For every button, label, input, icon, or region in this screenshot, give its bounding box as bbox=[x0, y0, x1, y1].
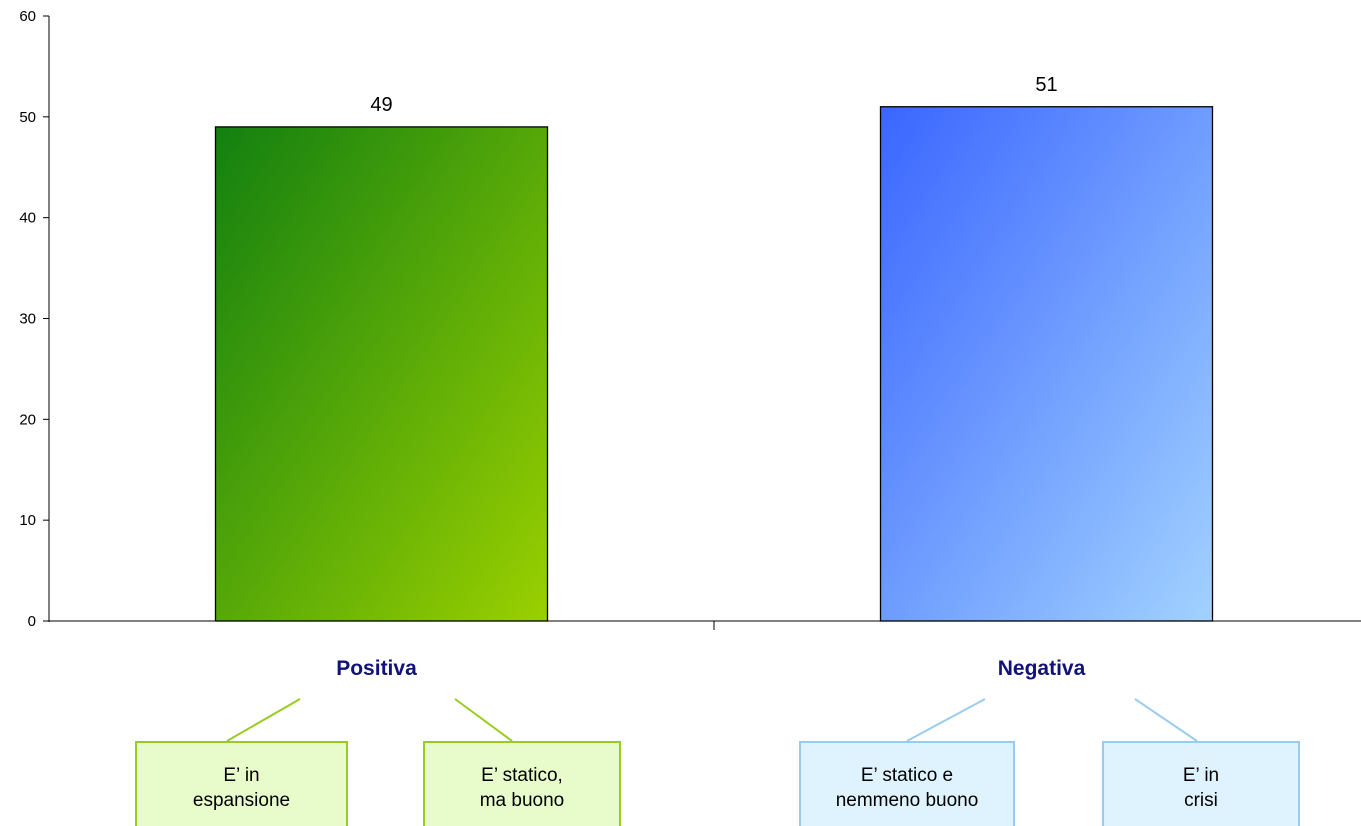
y-tick-label: 20 bbox=[19, 411, 36, 428]
sub-category-box-in-crisi: E’ in crisi bbox=[1102, 741, 1300, 826]
y-tick-label: 50 bbox=[19, 109, 36, 126]
connector-positive-left bbox=[226, 698, 301, 742]
bar-positiva bbox=[214, 126, 549, 622]
y-tick-label: 60 bbox=[19, 8, 36, 25]
data-label: 51 bbox=[1035, 74, 1057, 96]
connector-positive-right bbox=[454, 698, 513, 742]
sub-category-box-statico-non-buono: E’ statico e nemmeno buono bbox=[799, 741, 1015, 826]
y-tick-label: 30 bbox=[19, 311, 36, 328]
data-labels-group: 49 51 bbox=[370, 74, 1057, 116]
y-axis-ticks: 0 10 20 30 40 50 60 bbox=[19, 8, 49, 630]
sub-category-box-statico-buono: E’ statico, ma buono bbox=[423, 741, 621, 826]
connector-negative-left bbox=[906, 698, 986, 742]
sub-category-box-in-espansione: E’ in espansione bbox=[135, 741, 348, 826]
data-label: 49 bbox=[370, 94, 392, 116]
category-labels-group: Positiva Negativa bbox=[336, 657, 1085, 680]
bars-group bbox=[214, 106, 1214, 622]
category-label-negativa: Negativa bbox=[998, 657, 1086, 680]
category-label-positiva: Positiva bbox=[336, 657, 417, 680]
y-tick-label: 10 bbox=[19, 512, 36, 529]
bar-negativa bbox=[879, 106, 1214, 622]
connector-negative-right bbox=[1134, 698, 1198, 742]
y-tick-label: 40 bbox=[19, 210, 36, 227]
y-tick-label: 0 bbox=[28, 613, 36, 630]
